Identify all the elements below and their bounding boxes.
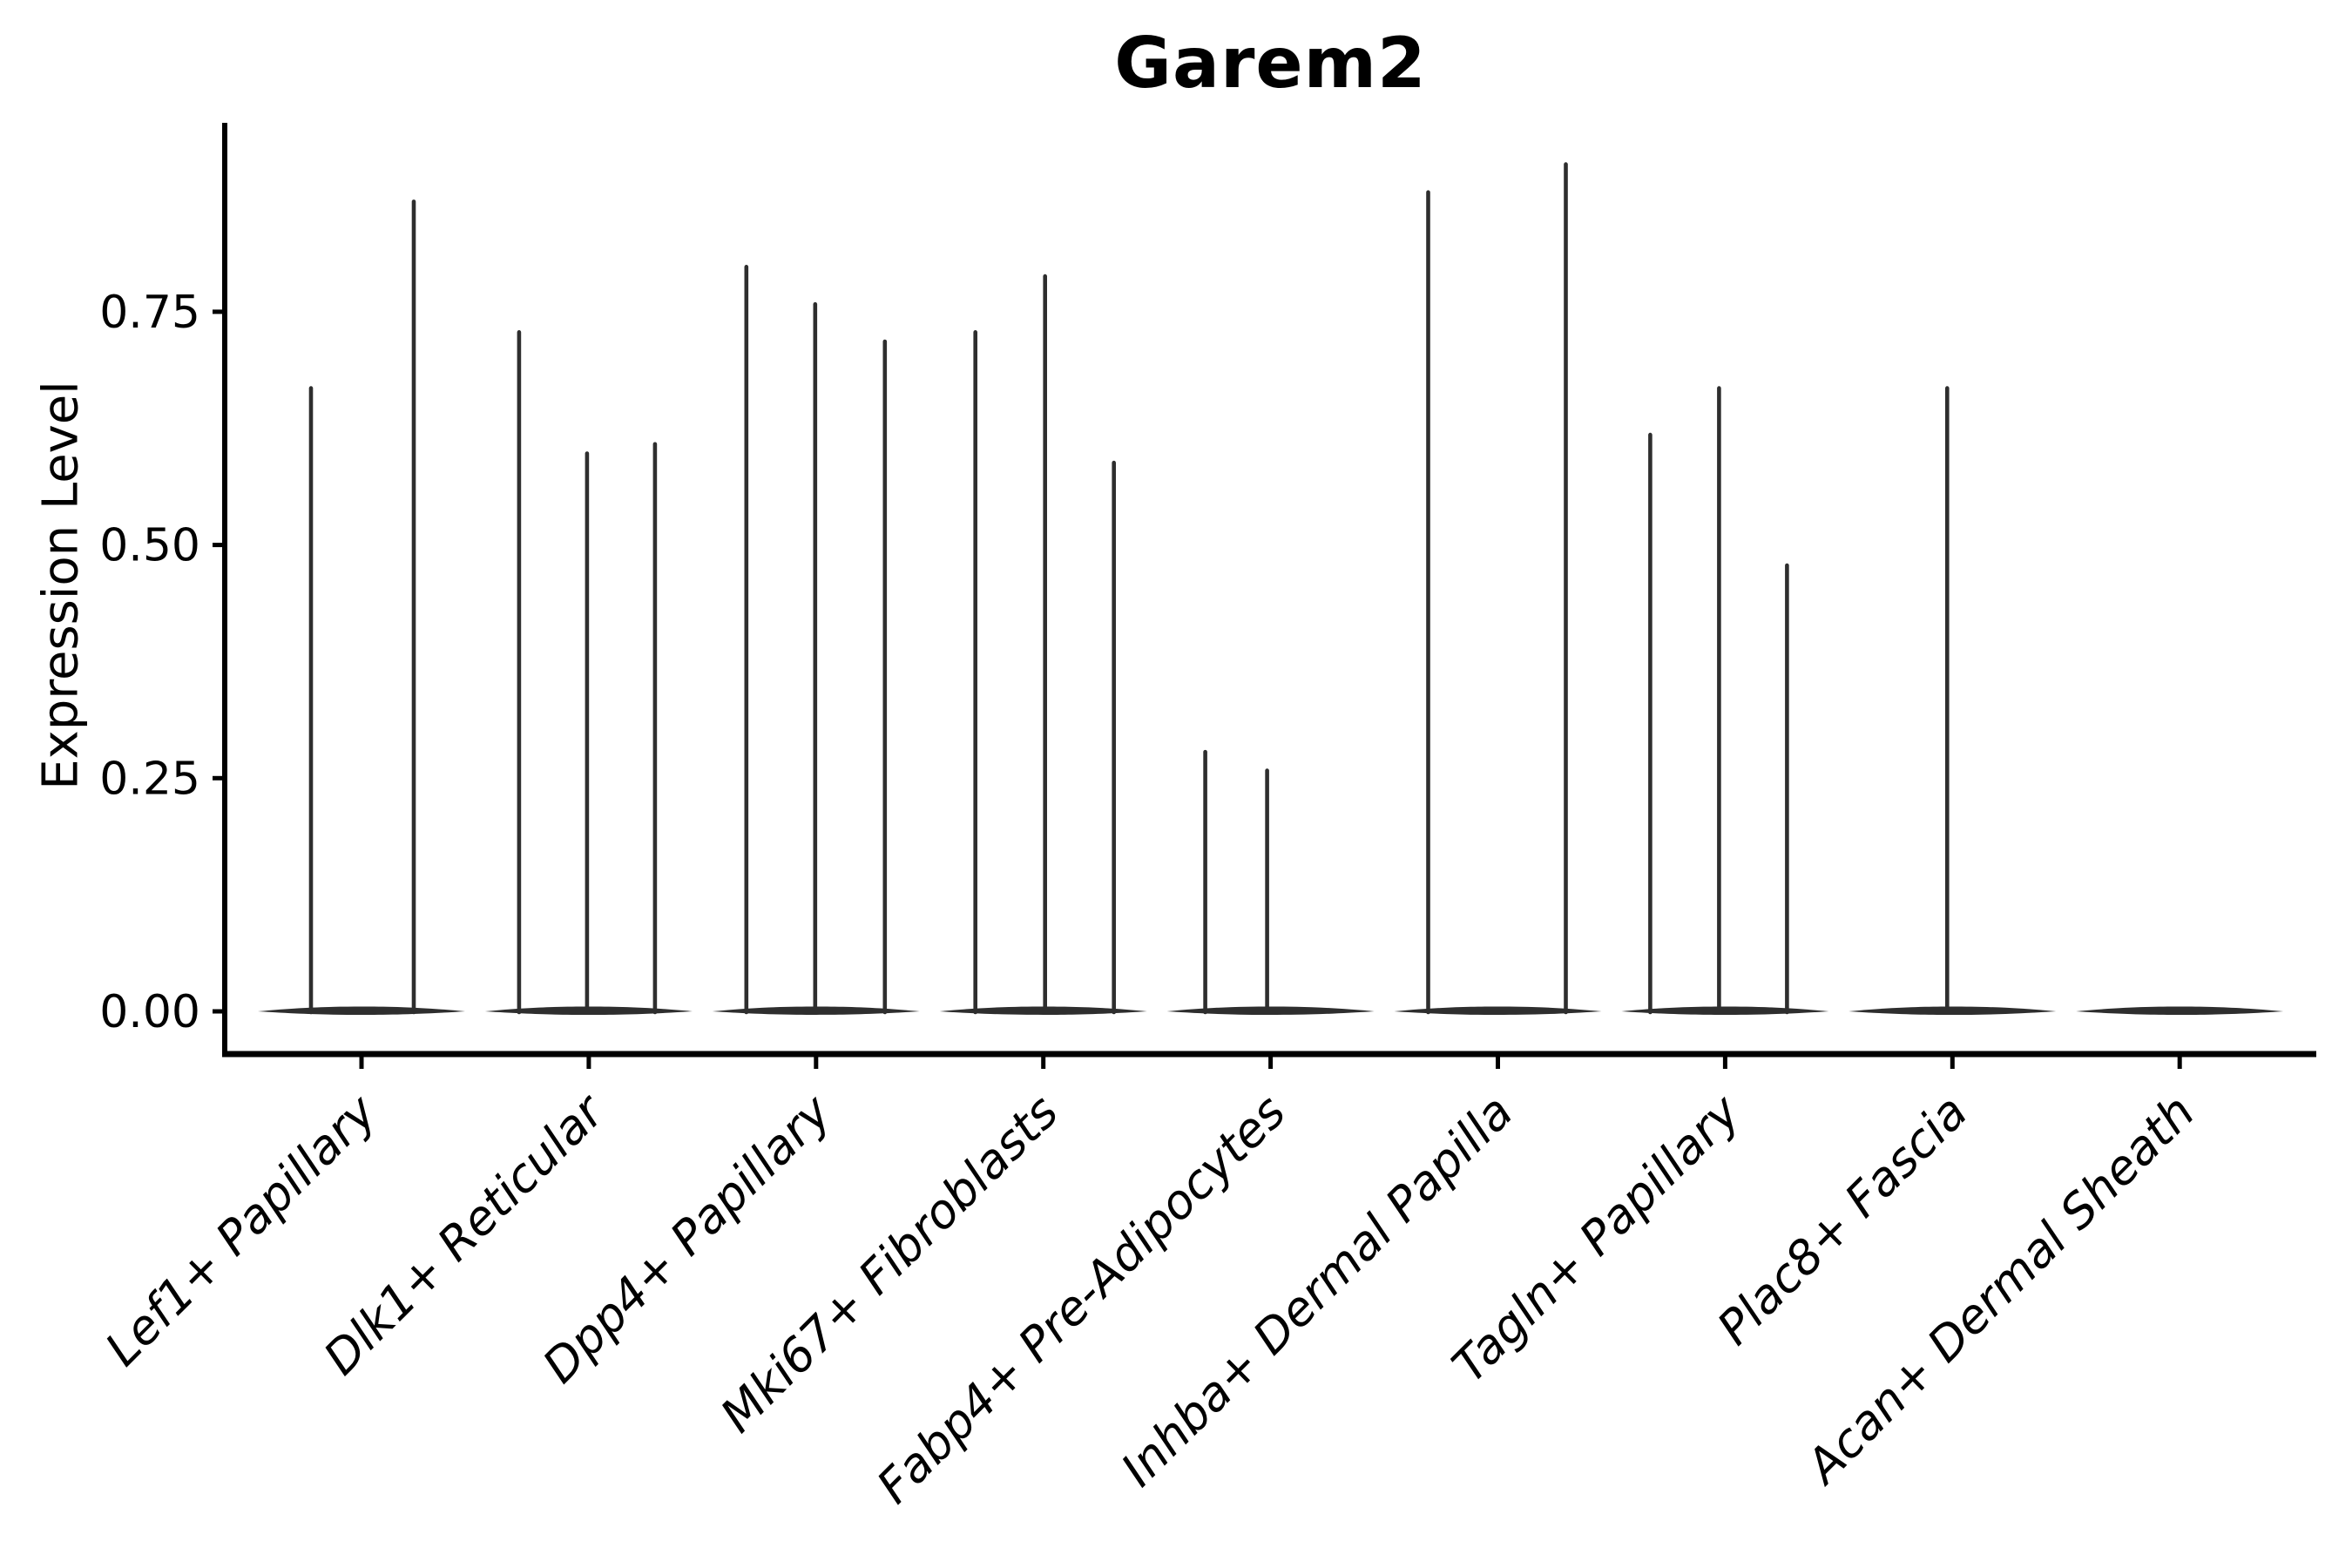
- chart-title: Garem2: [1114, 23, 1427, 104]
- y-tick-label: 0.00: [99, 986, 200, 1038]
- x-tick-label: Fabp4+ Pre-Adipocytes: [866, 1085, 1295, 1514]
- violin-baseline: [2076, 1006, 2284, 1015]
- violin-baseline: [1621, 1006, 1829, 1015]
- x-tick-label: Acan+ Dermal Sheath: [1794, 1085, 2205, 1496]
- y-tick-label: 0.50: [99, 520, 200, 572]
- x-tick-label: Inhba+ Dermal Papilla: [1111, 1085, 1524, 1497]
- violin-baseline: [1394, 1006, 1602, 1015]
- y-tick-label: 0.75: [99, 287, 200, 339]
- violin-baseline: [258, 1006, 465, 1015]
- violin-baseline: [1848, 1006, 2057, 1015]
- violin-baseline: [1166, 1006, 1375, 1015]
- y-tick-label: 0.25: [99, 753, 200, 805]
